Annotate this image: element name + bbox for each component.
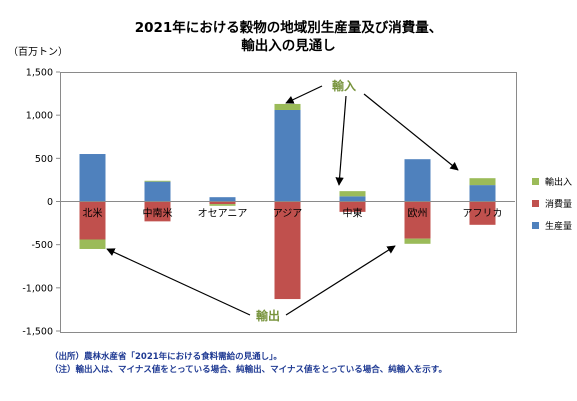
import-arrow-asia — [285, 85, 323, 104]
legend: 輸出入 消費量 生産量 — [532, 170, 572, 236]
bar-輸出入 — [339, 191, 366, 197]
bar-生産量 — [339, 196, 366, 202]
category-label: 中南米 — [143, 207, 173, 220]
legend-item: 生産量 — [532, 214, 572, 236]
export-arrow-europe — [285, 245, 396, 316]
bar-消費量 — [144, 201, 171, 222]
export-arrow-northamerica — [106, 248, 251, 316]
bar-輸出入 — [469, 178, 496, 186]
category-label: アジア — [273, 209, 303, 220]
bar-輸出入 — [274, 103, 301, 110]
chart-title-line1: 2021年における穀物の地域別生産量及び消費量、 — [134, 20, 443, 36]
category-label: 中東 — [343, 207, 363, 220]
bar-輸出入 — [209, 204, 236, 206]
bar-消費量 — [404, 201, 431, 239]
source-note: （出所）農林水産省「2021年における食料需給の見通し」。 — [50, 352, 282, 362]
bar-消費量 — [274, 201, 301, 300]
bar-消費量 — [209, 201, 236, 205]
legend-label: 消費量 — [545, 199, 573, 210]
category-label: 北米 — [83, 207, 103, 220]
category-label: 欧州 — [408, 208, 428, 220]
y-tick-label: -1,000 — [22, 283, 53, 294]
y-tick-label: 1,000 — [26, 111, 53, 122]
footnote: （注）輸出入は、マイナス値をとっている場合、純輸出、マイナス値をとっている場合、… — [50, 365, 447, 375]
legend-swatch — [532, 221, 539, 229]
legend-label: 生産量 — [545, 221, 573, 232]
bar-消費量 — [79, 201, 106, 240]
bar-生産量 — [79, 154, 106, 202]
import-arrow-middleeast — [335, 95, 347, 186]
y-tick-label: -1,500 — [22, 327, 53, 338]
category-label: オセアニア — [198, 208, 248, 220]
y-tick-label: 1,500 — [26, 68, 53, 79]
bar-消費量 — [469, 201, 496, 225]
legend-item: 消費量 — [532, 192, 572, 214]
bar-生産量 — [144, 181, 171, 202]
legend-swatch — [532, 177, 539, 185]
y-unit-label: （百万トン） — [8, 47, 68, 58]
bar-生産量 — [469, 185, 496, 202]
y-tick-label: -500 — [31, 240, 53, 251]
import-annotation-label: 輸入 — [332, 78, 356, 93]
legend-swatch — [532, 199, 539, 207]
bar-生産量 — [274, 109, 301, 202]
export-annotation-label: 輸出 — [256, 308, 280, 323]
bar-輸出入 — [404, 238, 431, 244]
category-label: アフリカ — [463, 208, 503, 220]
bar-生産量 — [209, 197, 236, 202]
y-tick-label: 500 — [35, 154, 53, 165]
bar-輸出入 — [79, 239, 106, 249]
legend-label: 輸出入 — [545, 177, 573, 188]
bar-生産量 — [404, 159, 431, 202]
bar-輸出入 — [144, 180, 171, 182]
chart-title-line2: 輸出入の見通し — [241, 38, 336, 54]
legend-item: 輸出入 — [532, 170, 572, 192]
import-arrow-africa — [363, 93, 459, 171]
y-tick-label: 0 — [47, 197, 53, 208]
bar-消費量 — [339, 201, 366, 212]
